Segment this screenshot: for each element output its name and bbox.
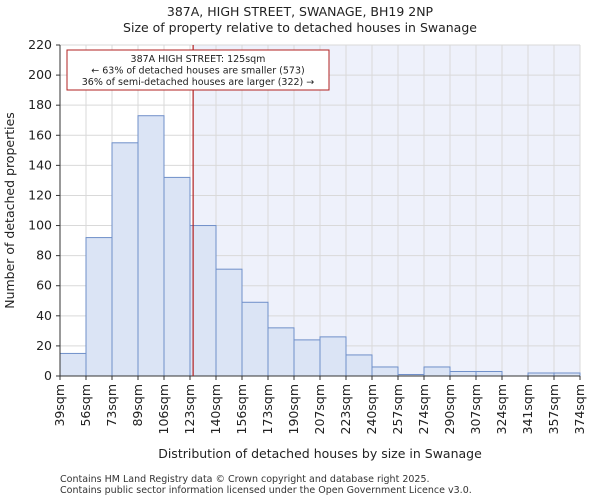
x-tick-label-56sqm: 56sqm — [78, 384, 93, 427]
y-tick-label-200: 200 — [28, 67, 52, 82]
bar-73sqm — [111, 142, 139, 377]
bar-190sqm — [293, 339, 321, 377]
y-tick-label-0: 0 — [44, 368, 52, 383]
x-tick-label-89sqm: 89sqm — [130, 384, 145, 427]
bar-56sqm — [85, 237, 113, 377]
bar-207sqm — [319, 336, 347, 377]
x-tick-label-173sqm: 173sqm — [260, 384, 275, 434]
bar-89sqm — [137, 115, 165, 377]
bar-123sqm — [189, 225, 217, 377]
y-tick-label-220: 220 — [28, 37, 52, 52]
x-tick-label-190sqm: 190sqm — [286, 384, 301, 434]
bar-223sqm — [345, 354, 373, 377]
x-tick-label-156sqm: 156sqm — [234, 384, 249, 434]
annotation-box — [66, 49, 330, 91]
y-tick-label-40: 40 — [36, 308, 52, 323]
x-tick-label-39sqm: 39sqm — [52, 384, 67, 427]
bar-106sqm — [163, 176, 191, 377]
x-tick-label-257sqm: 257sqm — [390, 384, 405, 434]
annotation-line-2: ← 63% of detached houses are smaller (57… — [91, 66, 304, 77]
y-tick-label-20: 20 — [36, 338, 52, 353]
bar-274sqm — [423, 366, 451, 377]
bar-156sqm — [241, 301, 269, 377]
x-tick-label-73sqm: 73sqm — [104, 384, 119, 427]
x-tick-label-223sqm: 223sqm — [338, 384, 353, 434]
chart-title-line2: Size of property relative to detached ho… — [123, 20, 477, 35]
x-tick-label-290sqm: 290sqm — [442, 384, 457, 434]
bar-173sqm — [267, 327, 295, 377]
y-axis-title: Number of detached properties — [2, 112, 17, 309]
x-tick-label-307sqm: 307sqm — [468, 384, 483, 434]
x-tick-label-106sqm: 106sqm — [156, 384, 171, 434]
x-tick-label-374sqm: 374sqm — [572, 384, 587, 434]
x-tick-label-324sqm: 324sqm — [494, 384, 509, 434]
x-axis-title: Distribution of detached houses by size … — [158, 446, 482, 461]
y-tick-label-120: 120 — [28, 187, 52, 202]
footer-line2: Contains public sector information licen… — [60, 485, 472, 496]
y-tick-label-180: 180 — [28, 97, 52, 112]
bar-290sqm — [449, 370, 477, 377]
annotation-line-3: 36% of semi-detached houses are larger (… — [82, 77, 315, 88]
y-tick-label-80: 80 — [36, 248, 52, 263]
x-tick-label-123sqm: 123sqm — [182, 384, 197, 434]
x-tick-label-357sqm: 357sqm — [546, 384, 561, 434]
x-tick-label-140sqm: 140sqm — [208, 384, 223, 434]
bar-39sqm — [59, 352, 87, 377]
x-tick-label-274sqm: 274sqm — [416, 384, 431, 434]
footer-line1: Contains HM Land Registry data © Crown c… — [60, 474, 430, 485]
x-tick-label-240sqm: 240sqm — [364, 384, 379, 434]
x-tick-label-207sqm: 207sqm — [312, 384, 327, 434]
y-tick-label-160: 160 — [28, 127, 52, 142]
y-tick-label-60: 60 — [36, 278, 52, 293]
bar-140sqm — [215, 268, 243, 377]
bar-307sqm — [475, 370, 503, 377]
y-tick-label-100: 100 — [28, 218, 52, 233]
y-tick-label-140: 140 — [28, 157, 52, 172]
chart-title-line1: 387A, HIGH STREET, SWANAGE, BH19 2NP — [166, 4, 434, 19]
bar-240sqm — [371, 366, 399, 377]
annotation-line-1: 387A HIGH STREET: 125sqm — [131, 54, 266, 65]
x-tick-label-341sqm: 341sqm — [520, 384, 535, 434]
